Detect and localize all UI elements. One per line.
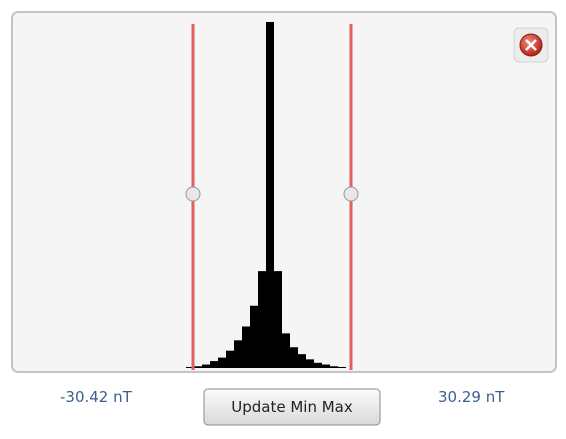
plot-frame	[11, 11, 557, 373]
histogram-bar	[306, 359, 314, 368]
histogram-bar	[210, 361, 218, 368]
update-button[interactable]: Update Min Max	[203, 388, 381, 426]
histogram-bar	[242, 326, 250, 368]
histogram-bar	[322, 364, 330, 368]
close-x	[525, 39, 537, 51]
histogram-bar	[274, 271, 282, 368]
min-handle[interactable]	[185, 186, 201, 202]
max-handle[interactable]	[343, 186, 359, 202]
histogram-bar	[290, 347, 298, 368]
min-value: -30.42 nT	[60, 388, 133, 406]
bars	[186, 22, 346, 368]
histogram-bar	[226, 350, 234, 368]
histogram-bar	[330, 366, 338, 368]
histogram-bar	[186, 366, 194, 368]
histogram-bar	[234, 340, 242, 368]
update-button-bg	[203, 388, 381, 426]
histogram-bar	[314, 362, 322, 368]
max-value: 30.29 nT	[438, 388, 505, 406]
histogram-bar	[218, 357, 226, 368]
histogram-bar	[250, 305, 258, 368]
histogram-bar	[194, 366, 202, 368]
histogram-bar	[266, 22, 274, 368]
update-button-label: Update Min Max	[231, 398, 353, 416]
close-button[interactable]	[513, 27, 549, 63]
histogram-bar	[298, 354, 306, 368]
histogram-bar	[338, 366, 346, 368]
histogram-bar	[258, 271, 266, 368]
histogram-bar	[282, 333, 290, 368]
histogram-bar	[202, 364, 210, 368]
